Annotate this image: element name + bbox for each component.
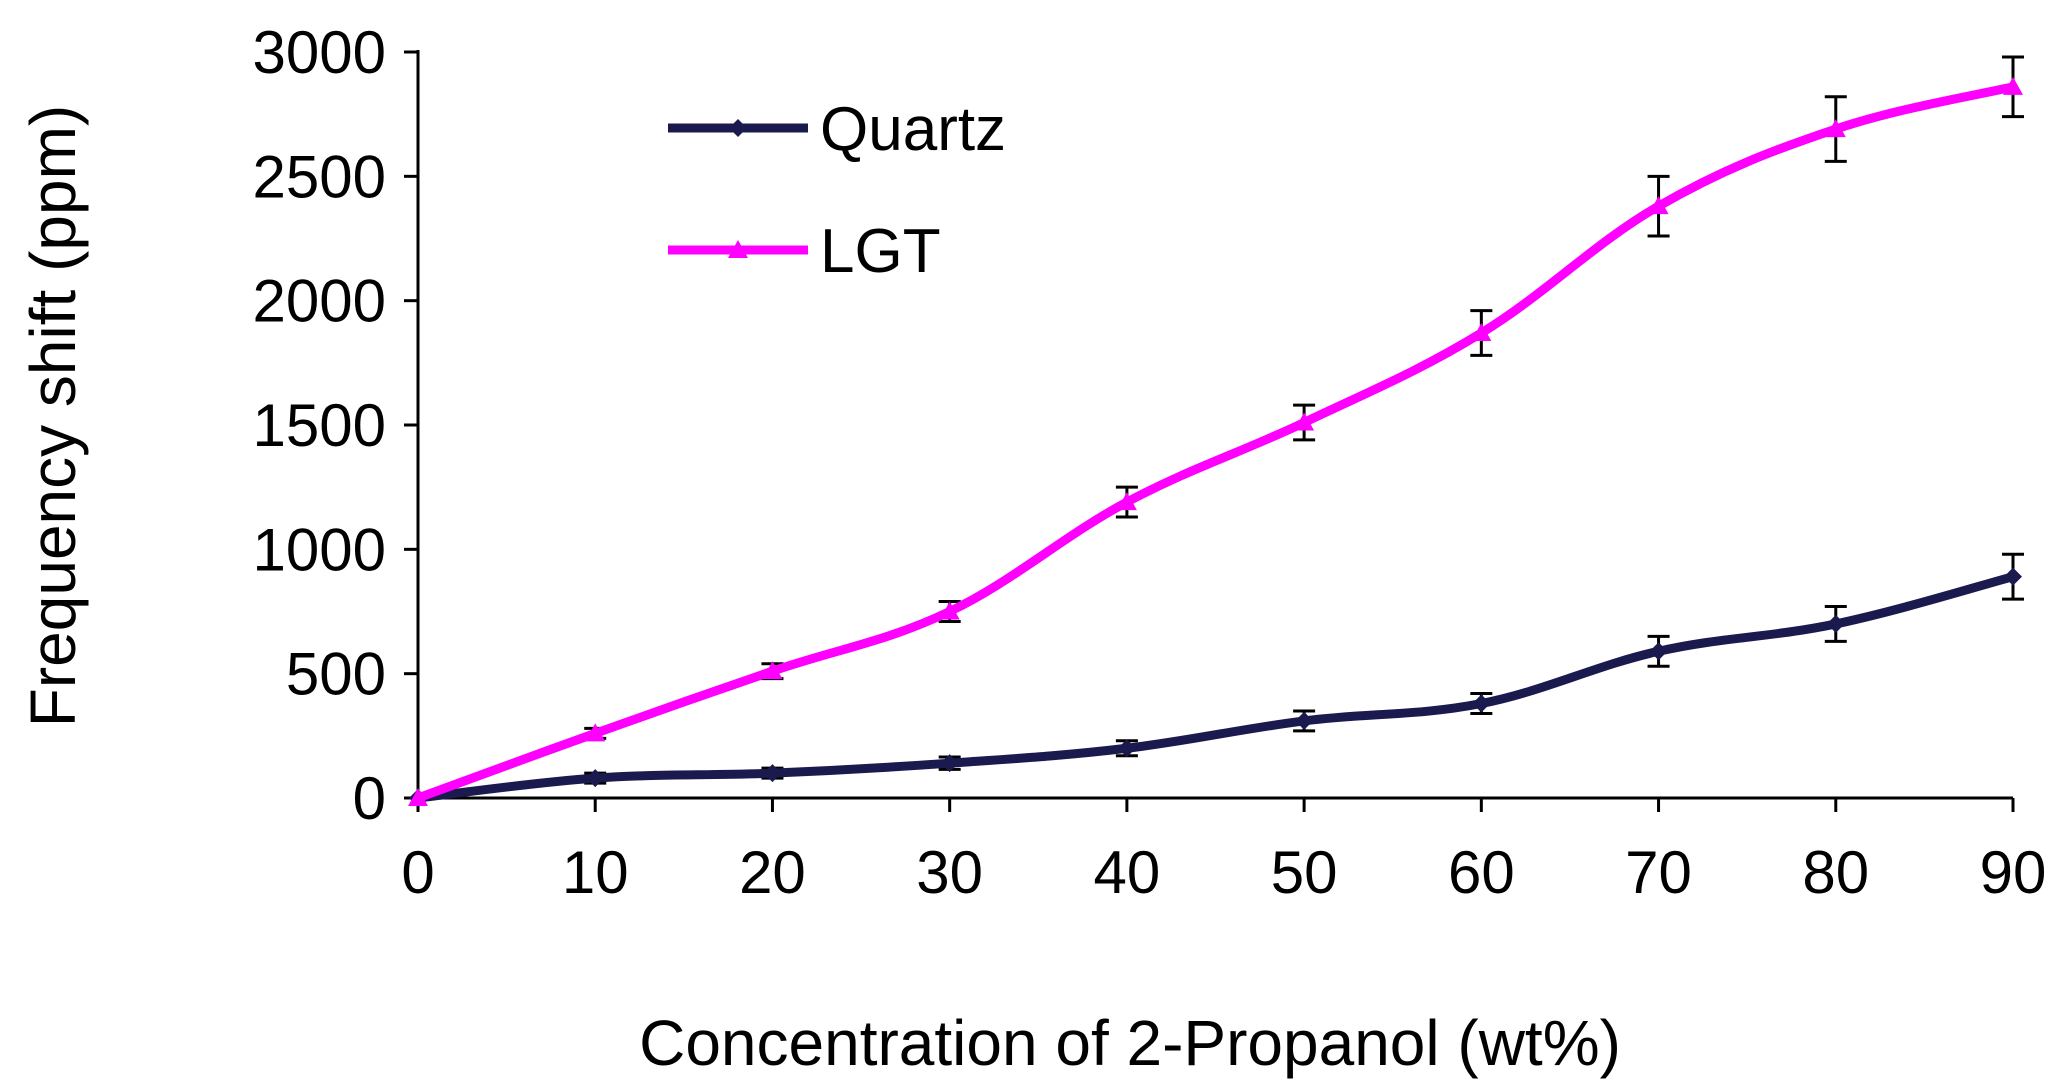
legend-marker-lgt (728, 240, 748, 258)
legend-label-lgt: LGT (820, 217, 941, 286)
y-tick-label: 1000 (253, 516, 386, 583)
legend-label-quartz: Quartz (820, 95, 1006, 164)
y-tick-label: 0 (353, 765, 386, 832)
x-tick-label: 90 (1980, 839, 2047, 906)
data-point-quartz (940, 754, 959, 773)
data-point-quartz (1649, 642, 1668, 661)
y-tick-label: 3000 (253, 19, 386, 86)
y-tick-label: 1500 (253, 392, 386, 459)
series-quartz (409, 552, 2024, 807)
legend-item-quartz: Quartz (668, 95, 1006, 164)
x-tick-label: 0 (401, 839, 434, 906)
data-point-quartz (763, 764, 782, 783)
series-line-lgt (413, 82, 2018, 803)
data-point-lgt (939, 601, 960, 620)
data-point-lgt (1825, 119, 1846, 138)
data-point-lgt (585, 723, 606, 742)
y-axis-title: Frequency shift (ppm) (17, 105, 89, 727)
data-point-quartz (586, 769, 605, 788)
data-point-quartz (1826, 614, 1845, 633)
x-tick-label: 10 (562, 839, 629, 906)
y-ticks: 0 500 1000 1500 2000 2500 3000 (253, 19, 418, 832)
series-layer (408, 55, 2024, 807)
x-tick-label: 70 (1625, 839, 1692, 906)
x-ticks: 0 10 20 30 40 50 60 70 80 90 (401, 798, 2046, 906)
data-point-lgt (1471, 322, 1492, 341)
series-line-quartz (413, 572, 2018, 803)
data-point-quartz (1117, 739, 1136, 758)
data-point-lgt (2003, 76, 2023, 95)
legend-item-lgt: LGT (668, 217, 941, 286)
legend: Quartz LGT (668, 95, 1006, 286)
x-tick-label: 60 (1448, 839, 1515, 906)
y-tick-label: 2000 (253, 268, 386, 335)
series-lgt (408, 55, 2024, 806)
x-axis-title: Concentration of 2-Propanol (wt%) (639, 1007, 1621, 1079)
x-tick-label: 80 (1802, 839, 1869, 906)
x-tick-label: 40 (1094, 839, 1161, 906)
legend-marker-quartz (729, 119, 747, 137)
data-point-quartz (1295, 711, 1314, 730)
x-tick-label: 50 (1271, 839, 1338, 906)
x-tick-label: 30 (916, 839, 983, 906)
data-point-lgt (1648, 196, 1669, 215)
y-tick-label: 2500 (253, 143, 386, 210)
data-point-quartz (2004, 567, 2022, 586)
data-point-lgt (762, 661, 783, 680)
y-tick-label: 500 (286, 641, 386, 708)
axes (416, 50, 2013, 800)
data-point-lgt (1116, 492, 1137, 511)
data-point-lgt (408, 788, 428, 806)
data-point-quartz (1472, 694, 1491, 713)
data-point-lgt (1294, 412, 1315, 431)
x-tick-label: 20 (739, 839, 806, 906)
